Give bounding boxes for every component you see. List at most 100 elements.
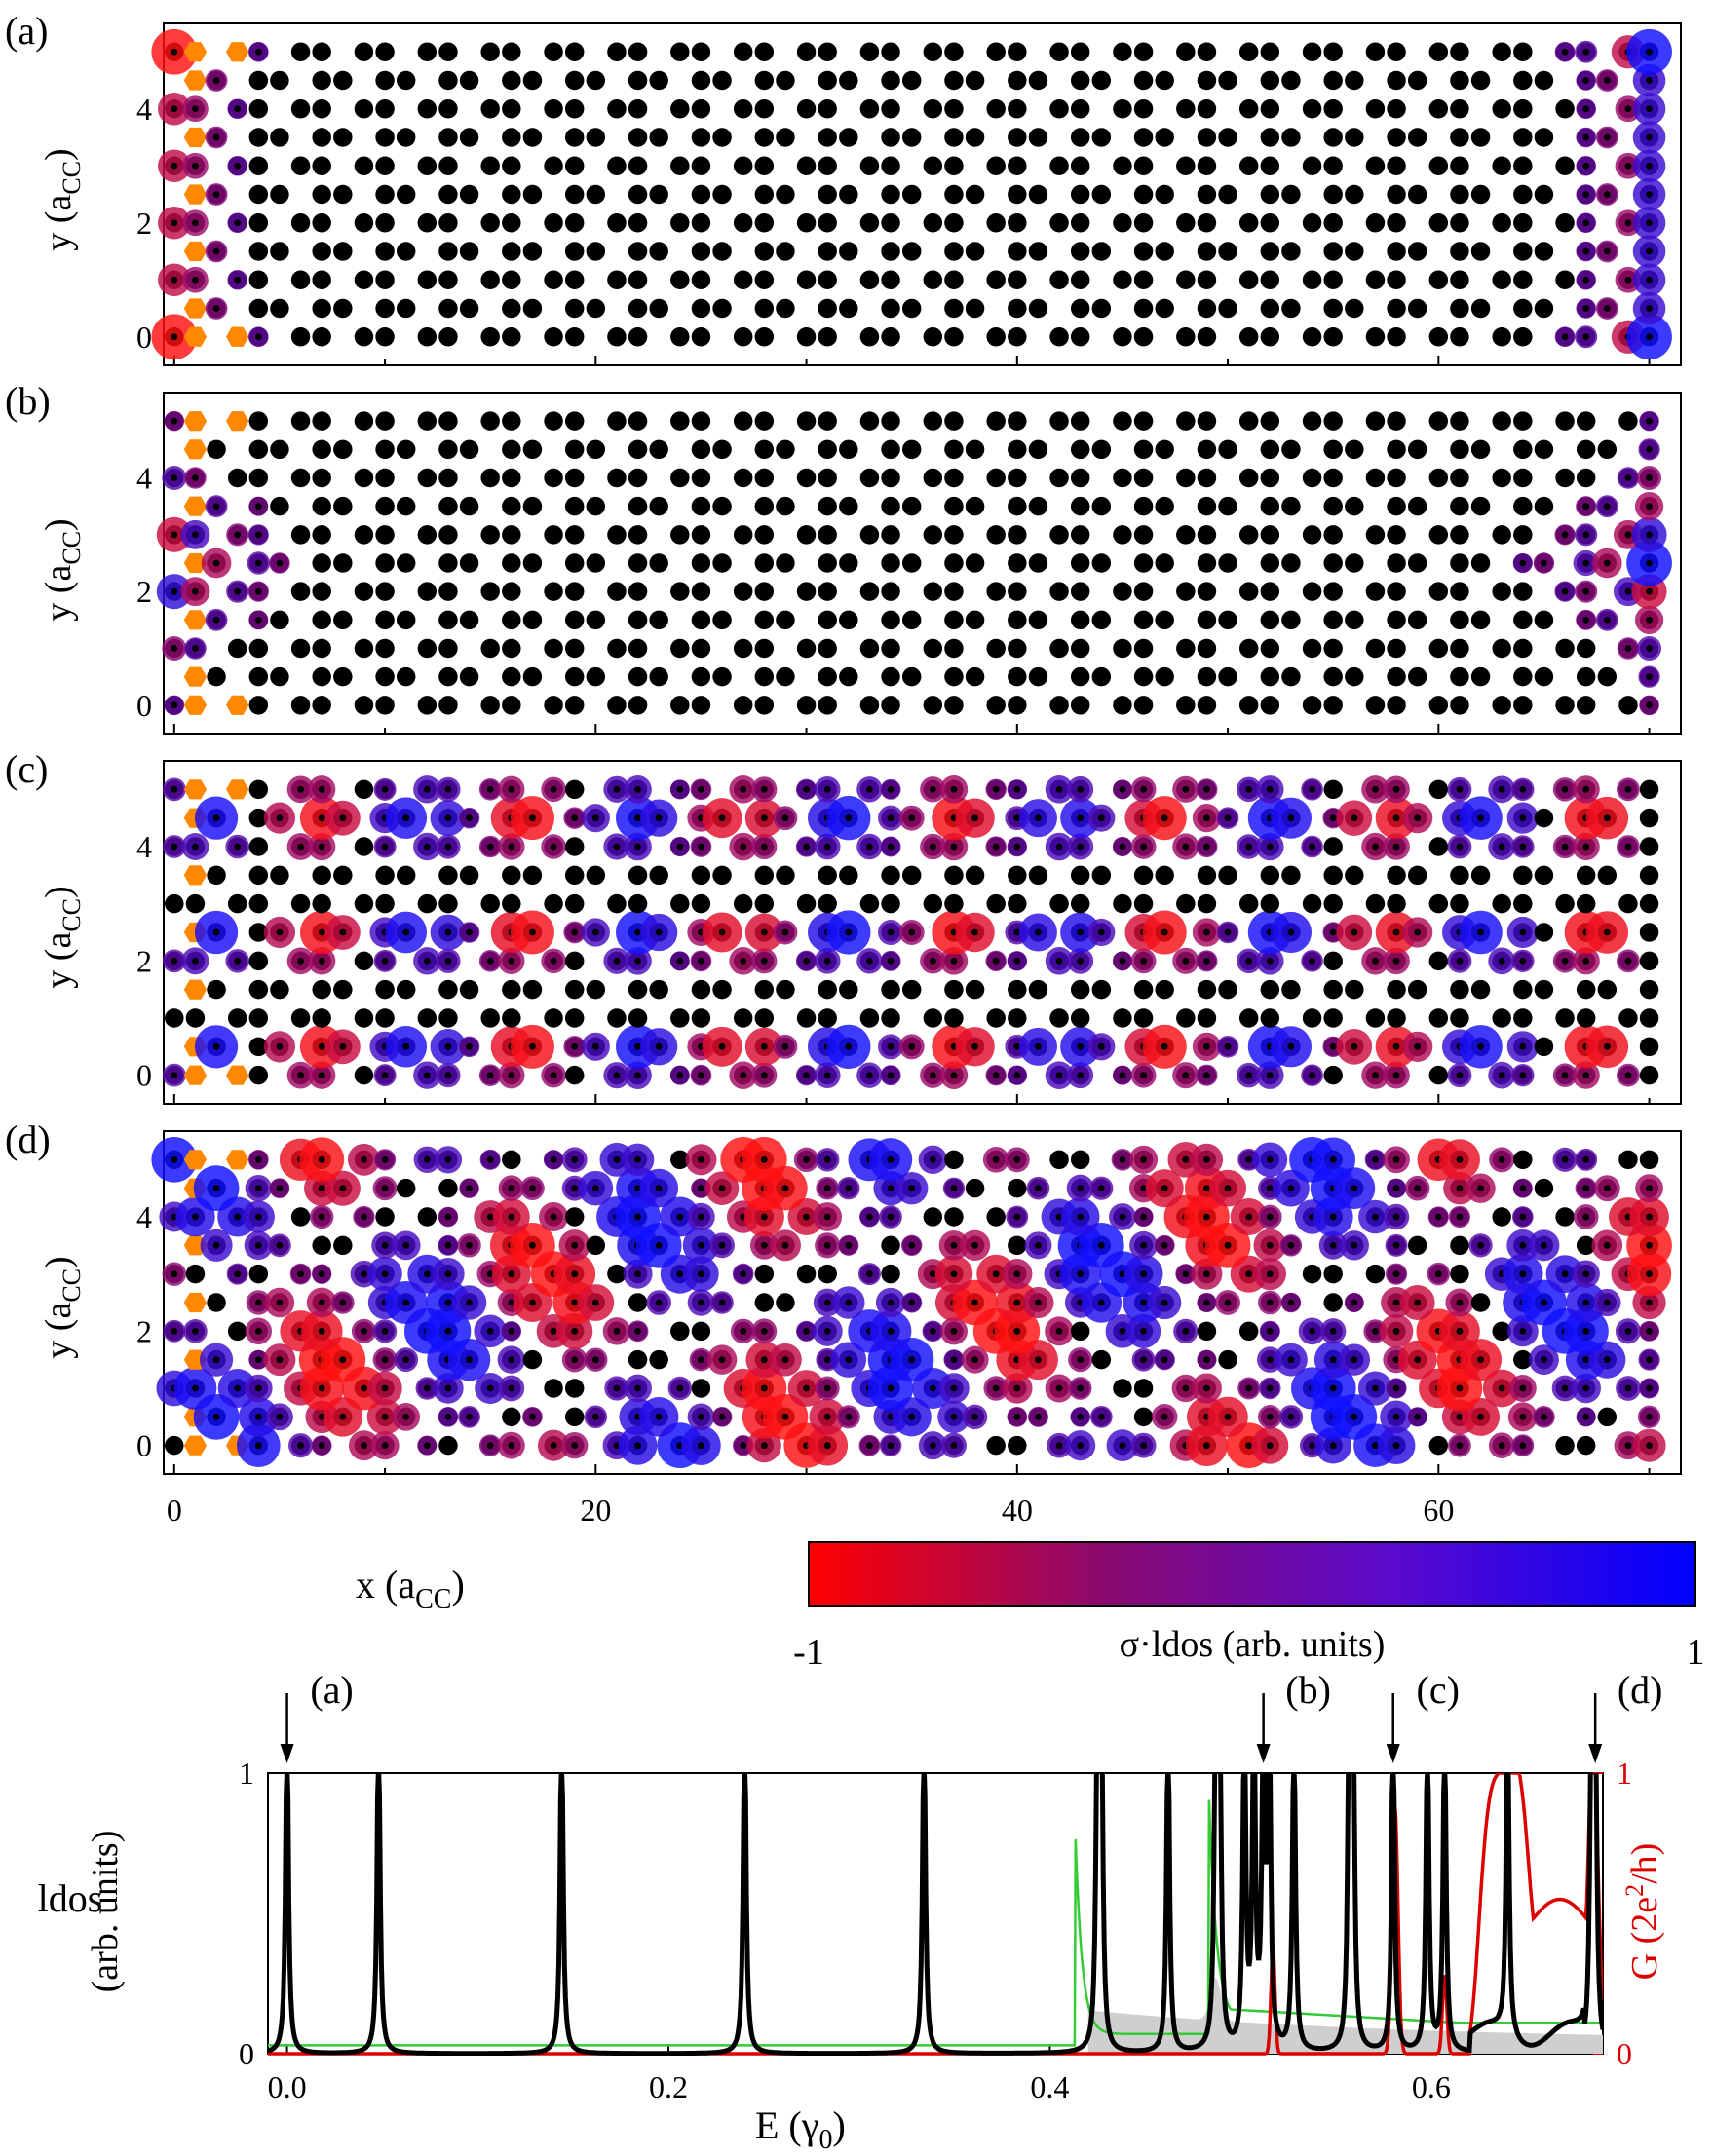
carbon-atom — [333, 439, 353, 460]
energy-xtick-label: 0.0 — [268, 2069, 307, 2104]
carbon-atom — [733, 213, 753, 233]
lattice-panel-frame-1 — [163, 392, 1682, 735]
edge-hexagon — [226, 1150, 249, 1170]
carbon-core — [718, 1241, 726, 1249]
carbon-core — [297, 1072, 304, 1079]
carbon-atom — [1555, 1008, 1575, 1028]
carbon-core — [1119, 1072, 1126, 1079]
carbon-atom — [607, 42, 627, 61]
carbon-atom — [1387, 184, 1406, 205]
carbon-core — [1351, 1413, 1358, 1420]
carbon-atom — [248, 923, 269, 942]
carbon-atom — [1133, 582, 1154, 601]
carbon-core — [929, 1072, 936, 1079]
carbon-atom — [1387, 865, 1406, 886]
carbon-atom — [417, 1008, 438, 1028]
carbon-atom — [1576, 1435, 1596, 1456]
carbon-atom — [1428, 696, 1449, 715]
carbon-core — [276, 814, 284, 822]
carbon-core — [171, 417, 178, 425]
carbon-core — [466, 1413, 473, 1420]
edge-hexagon — [183, 411, 208, 432]
carbon-atom — [185, 1008, 206, 1028]
carbon-atom — [1281, 242, 1301, 261]
carbon-atom — [628, 865, 648, 886]
carbon-core — [1013, 957, 1021, 965]
edge-hexagon — [183, 184, 208, 205]
carbon-atom — [1070, 439, 1090, 460]
carbon-atom — [1133, 270, 1154, 289]
carbon-atom — [207, 979, 226, 1000]
carbon-atom — [839, 553, 858, 573]
carbon-core — [171, 531, 178, 539]
carbon-core — [571, 1185, 579, 1192]
carbon-atom — [649, 496, 668, 516]
carbon-core — [171, 219, 178, 227]
carbon-atom — [438, 696, 458, 715]
carbon-atom — [290, 582, 311, 601]
carbon-core — [254, 48, 262, 56]
carbon-atom — [248, 865, 269, 886]
carbon-atom — [502, 1150, 521, 1170]
carbon-core — [1077, 1072, 1085, 1079]
carbon-atom — [733, 468, 753, 488]
carbon-core — [1582, 559, 1590, 567]
carbon-atom — [502, 298, 521, 319]
carbon-atom — [1387, 411, 1406, 431]
ytick-label: 4 — [136, 461, 152, 496]
carbon-core — [571, 1356, 579, 1364]
carbon-core — [1624, 219, 1632, 227]
carbon-atom — [1176, 582, 1196, 601]
carbon-core — [1456, 1413, 1464, 1420]
carbon-atom — [754, 439, 775, 460]
carbon-core — [212, 616, 220, 624]
carbon-atom — [691, 1379, 711, 1398]
carbon-core — [760, 1442, 768, 1450]
edge-hexagon — [183, 610, 208, 630]
carbon-core — [887, 957, 895, 965]
carbon-atom — [1534, 865, 1554, 886]
carbon-atom — [1028, 70, 1048, 91]
carbon-atom — [438, 638, 458, 659]
carbon-atom — [754, 1008, 775, 1028]
carbon-core — [486, 1213, 494, 1221]
carbon-atom — [586, 242, 606, 261]
carbon-core — [1161, 1356, 1168, 1364]
carbon-core — [1519, 1327, 1527, 1335]
carbon-atom — [607, 1008, 627, 1028]
carbon-atom — [1365, 582, 1386, 601]
carbon-atom — [1323, 865, 1343, 886]
carbon-atom — [438, 439, 458, 460]
carbon-atom — [1070, 865, 1090, 886]
carbon-core — [1603, 1241, 1611, 1249]
carbon-core — [1097, 814, 1105, 822]
carbon-atom — [1639, 837, 1659, 856]
carbon-core — [1434, 1270, 1442, 1278]
carbon-core — [803, 1327, 810, 1335]
carbon-atom — [944, 865, 964, 886]
carbon-atom — [712, 496, 732, 516]
carbon-atom — [1238, 1008, 1259, 1028]
carbon-core — [254, 503, 262, 511]
carbon-core — [887, 1042, 895, 1050]
carbon-atom — [1049, 411, 1069, 431]
carbon-core — [192, 276, 199, 284]
carbon-core — [318, 1042, 325, 1050]
carbon-core — [423, 1384, 431, 1392]
carbon-atom — [502, 128, 521, 147]
carbon-core — [950, 1072, 958, 1079]
carbon-atom — [1113, 582, 1132, 601]
panel-label-c: (c) — [5, 747, 48, 791]
carbon-atom — [1345, 439, 1364, 460]
carbon-atom — [586, 979, 606, 1000]
carbon-atom — [923, 1207, 943, 1227]
carbon-atom — [480, 893, 500, 914]
carbon-core — [1603, 1185, 1611, 1192]
carbon-core — [339, 1042, 347, 1050]
carbon-core — [1477, 1241, 1484, 1249]
carbon-core — [887, 1327, 895, 1335]
carbon-core — [929, 1327, 936, 1335]
carbon-core — [634, 1213, 641, 1221]
carbon-core — [1519, 1213, 1527, 1221]
carbon-atom — [248, 696, 269, 715]
